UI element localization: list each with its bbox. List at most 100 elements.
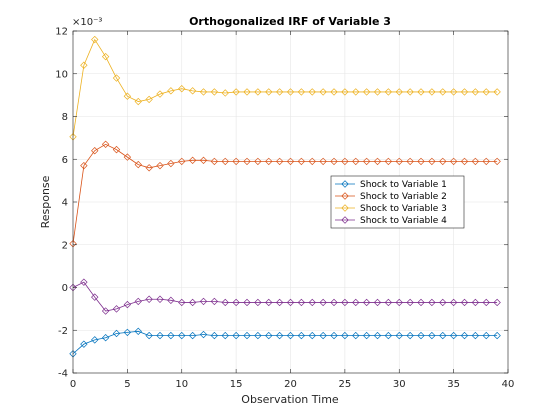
data-point-marker bbox=[112, 74, 121, 82]
x-tick-label: 30 bbox=[393, 379, 406, 390]
data-point-marker bbox=[341, 88, 349, 96]
data-point-marker bbox=[308, 298, 316, 307]
data-point-marker bbox=[384, 88, 393, 96]
data-point-marker bbox=[395, 157, 403, 166]
y-tick-label: 6 bbox=[62, 155, 68, 166]
legend-item: Shock to Variable 2 bbox=[335, 192, 447, 202]
data-point-marker bbox=[91, 147, 99, 155]
data-point-marker bbox=[145, 164, 153, 172]
data-point-marker bbox=[417, 88, 425, 96]
legend-box bbox=[330, 175, 465, 229]
data-point-marker bbox=[439, 88, 447, 96]
data-point-marker bbox=[341, 331, 349, 340]
x-tick-label: 5 bbox=[124, 379, 130, 390]
data-point-marker bbox=[471, 157, 480, 166]
data-point-marker bbox=[308, 157, 316, 166]
data-point-marker bbox=[297, 157, 306, 166]
data-point-marker bbox=[156, 161, 164, 170]
data-point-marker bbox=[330, 331, 338, 340]
data-point-marker bbox=[428, 88, 436, 96]
y-exponent-label: ×10⁻³ bbox=[72, 17, 102, 28]
data-point-marker bbox=[417, 157, 425, 166]
data-point-marker bbox=[80, 61, 88, 69]
y-tick-label: 0 bbox=[62, 283, 68, 294]
data-point-marker bbox=[243, 157, 251, 166]
legend-item: Shock to Variable 3 bbox=[335, 204, 447, 214]
data-point-marker bbox=[232, 298, 240, 307]
data-point-marker bbox=[308, 331, 316, 340]
data-point-marker bbox=[188, 87, 197, 95]
data-point-marker bbox=[439, 331, 447, 340]
data-point-marker bbox=[439, 157, 447, 166]
legend-item: Shock to Variable 4 bbox=[335, 216, 447, 226]
series-line bbox=[72, 143, 498, 244]
data-point-marker bbox=[352, 298, 360, 307]
data-point-marker bbox=[232, 331, 240, 340]
data-point-marker bbox=[449, 298, 458, 307]
data-point-marker bbox=[254, 298, 262, 307]
data-point-marker bbox=[362, 331, 371, 340]
legend-label: Shock to Variable 1 bbox=[360, 180, 447, 190]
legend-label: Shock to Variable 3 bbox=[360, 204, 447, 214]
data-point-marker bbox=[428, 331, 436, 340]
y-tick-label: 2 bbox=[62, 240, 68, 251]
data-point-marker bbox=[156, 295, 164, 303]
data-point-marker bbox=[275, 157, 284, 166]
data-point-marker bbox=[406, 88, 414, 96]
data-point-marker bbox=[101, 52, 110, 61]
data-point-marker bbox=[134, 297, 142, 306]
data-point-marker bbox=[330, 298, 338, 307]
y-tick-label: 4 bbox=[62, 198, 68, 209]
data-point-marker bbox=[341, 157, 349, 166]
data-point-marker bbox=[80, 161, 88, 170]
data-point-marker bbox=[417, 331, 425, 340]
data-point-marker bbox=[362, 298, 371, 307]
data-point-marker bbox=[319, 331, 327, 340]
data-point-marker bbox=[373, 157, 382, 166]
data-point-marker bbox=[232, 88, 240, 96]
data-point-marker bbox=[275, 331, 284, 340]
data-point-marker bbox=[123, 328, 132, 337]
data-point-marker bbox=[210, 88, 219, 96]
data-point-marker bbox=[167, 159, 175, 168]
data-point-marker bbox=[134, 97, 142, 106]
data-point-marker bbox=[265, 88, 273, 96]
data-point-marker bbox=[297, 298, 306, 307]
data-point-marker bbox=[384, 298, 393, 307]
data-point-marker bbox=[286, 88, 295, 96]
data-point-marker bbox=[482, 298, 490, 307]
data-point-marker bbox=[210, 331, 219, 340]
data-point-marker bbox=[373, 298, 382, 307]
data-point-marker bbox=[156, 90, 164, 98]
data-point-marker bbox=[439, 298, 447, 307]
data-point-marker bbox=[167, 87, 175, 95]
data-point-marker bbox=[286, 331, 295, 340]
data-point-marker bbox=[428, 157, 436, 166]
data-point-marker bbox=[471, 88, 480, 96]
data-point-marker bbox=[286, 157, 295, 166]
y-tick-label: -2 bbox=[58, 326, 68, 337]
data-point-marker bbox=[460, 298, 469, 307]
data-point-marker bbox=[178, 331, 186, 340]
data-point-marker bbox=[406, 331, 414, 340]
data-point-marker bbox=[101, 307, 110, 315]
data-point-marker bbox=[91, 35, 99, 44]
data-point-marker bbox=[265, 331, 273, 340]
y-tick-label: 12 bbox=[55, 27, 68, 38]
data-point-marker bbox=[254, 88, 262, 96]
legend-marker bbox=[341, 192, 349, 200]
data-point-marker bbox=[221, 331, 229, 340]
series-3 bbox=[69, 35, 501, 141]
data-point-marker bbox=[254, 331, 262, 340]
data-point-marker bbox=[178, 298, 186, 307]
y-axis-label: Response bbox=[39, 175, 52, 228]
x-tick-label: 35 bbox=[447, 379, 460, 390]
data-point-marker bbox=[341, 298, 349, 307]
legend-marker bbox=[341, 180, 349, 188]
data-point-marker bbox=[395, 331, 403, 340]
legend-marker bbox=[341, 216, 349, 224]
data-point-marker bbox=[221, 89, 229, 97]
x-tick-label: 0 bbox=[70, 379, 76, 390]
axis-ticks: 0 5 10 15 20 25 30 35 40 -4 -2 0 2 4 6 8 10 12 bbox=[55, 27, 514, 391]
data-point-marker bbox=[145, 95, 153, 104]
